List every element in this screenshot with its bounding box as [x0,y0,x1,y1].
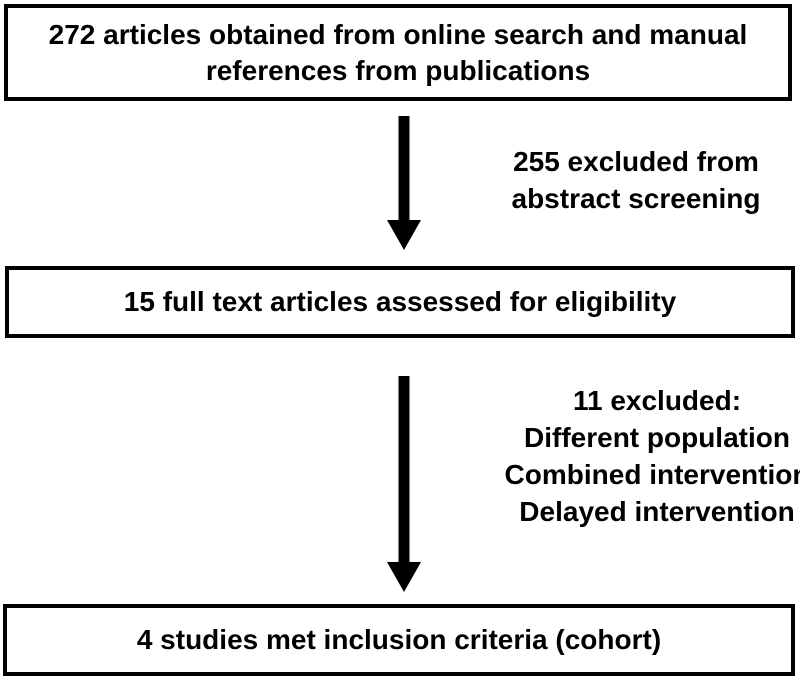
box-included-line-1: 4 studies met inclusion criteria (cohort… [136,624,662,655]
annotation-abstract-exclusion-line-1: 255 excluded from [513,146,759,177]
box-identification-line-1: 272 articles obtained from online search… [48,18,748,50]
annotation-fulltext-exclusion-line-3: Combined intervention [504,459,800,490]
annotation-fulltext-exclusion-line-4: Delayed intervention [519,496,795,527]
box-included: 4 studies met inclusion criteria (cohort… [3,604,795,676]
down-arrow-icon [387,116,421,250]
annotation-fulltext-exclusion-line-1: 11 excluded: [572,385,742,416]
down-arrow-icon [387,376,421,592]
box-identification-line-2: references from publications [205,54,591,86]
box-eligibility: 15 full text articles assessed for eligi… [5,266,795,338]
annotation-fulltext-exclusion-line-2: Different population [524,422,790,453]
box-eligibility-line-1: 15 full text articles assessed for eligi… [123,286,677,317]
annotation-fulltext-exclusion: 11 excluded: Different population Combin… [490,382,800,530]
annotation-abstract-exclusion-line-2: abstract screening [511,183,761,214]
box-identification: 272 articles obtained from online search… [4,4,792,101]
annotation-abstract-exclusion: 255 excluded from abstract screening [500,143,772,217]
